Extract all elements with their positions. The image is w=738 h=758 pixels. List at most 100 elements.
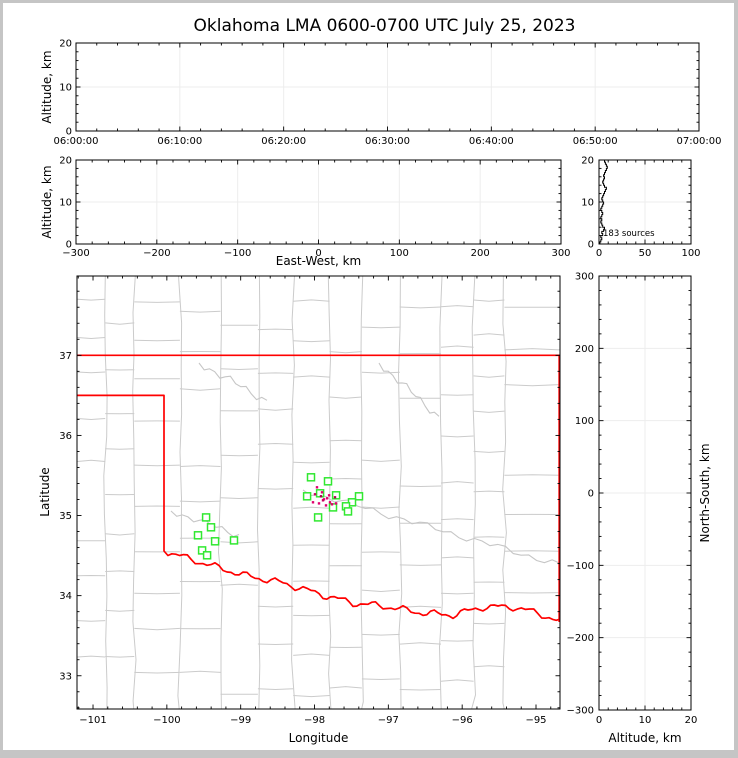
station-marker [343,507,353,516]
source-point [315,486,319,489]
tick-label: −300 [62,248,89,259]
ew-panel-xlabel: East-West, km [275,254,362,268]
station-marker [201,513,211,522]
source-point [319,495,323,498]
plan-view-map-panel [76,275,561,710]
tick-label: −97 [378,715,399,726]
lma-stations [193,473,364,560]
source-point [311,501,315,504]
oklahoma-panhandle-and-red-river-border [77,394,560,622]
tick-label: −98 [304,715,325,726]
tick-label: 300 [551,248,570,259]
tick-label: 100 [390,248,409,259]
tick-label: 06:50:00 [573,136,618,147]
plot-canvas: 06:00:00 06:10:00 06:20:00 06:30:00 06:40:00… [54,39,722,727]
tick-label: 50 [639,248,652,259]
ew-panel-ylabel: Altitude, km [40,165,54,239]
y-ticks [77,290,560,709]
tick-label: −100 [153,715,180,726]
tick-label: 20 [581,156,594,167]
tick-label: 10 [59,198,72,209]
tick-label: −200 [567,633,594,644]
tick-label: −95 [525,715,546,726]
station-marker [210,537,220,546]
tick-label: 10 [59,83,72,94]
map-ylabel: Latitude [38,467,52,517]
station-marker [306,473,316,482]
tick-label: −300 [567,706,594,717]
tick-label: 0 [66,240,72,251]
time-panel-grid [76,43,699,131]
tick-label: 06:40:00 [469,136,514,147]
ns-panel-xlabel: Altitude, km [608,731,682,745]
tick-label: 06:20:00 [261,136,306,147]
tick-label: 06:30:00 [365,136,410,147]
station-marker [197,546,207,555]
tick-label: 0 [315,248,321,259]
tick-label: 0 [588,489,594,500]
tick-label: −99 [230,715,251,726]
station-marker [354,492,364,501]
state-boundary [77,354,560,622]
ns-panel-right-label: North-South, km [698,443,712,543]
tick-label: 20 [685,715,698,726]
source-point [327,494,331,497]
source-point [333,496,337,499]
tick-label: 200 [575,344,594,355]
map-layers [77,276,560,709]
figure-title: Oklahoma LMA 0600-0700 UTC July 25, 2023 [193,16,576,36]
station-marker [202,551,212,560]
tick-label: −200 [143,248,170,259]
tick-label: 37 [59,351,72,362]
source-point [320,491,324,494]
tick-label: 100 [681,248,700,259]
histogram-panel [598,159,692,245]
map-xlabel: Longitude [288,731,349,745]
source-point [313,493,317,496]
station-marker [331,491,341,500]
station-marker [193,531,203,540]
source-point [328,501,332,504]
source-point [321,499,325,502]
source-point [330,503,334,506]
station-marker [302,492,312,501]
tick-label: −100 [567,561,594,572]
tick-label: 34 [59,591,72,602]
station-marker [323,477,333,486]
source-point [317,502,321,505]
tick-label: 36 [59,431,72,442]
time-altitude-panel [75,42,700,132]
tick-label: 200 [471,248,490,259]
station-marker [206,523,216,532]
tick-label: 300 [575,272,594,283]
histogram-grid [599,160,691,244]
lightning-sources [311,486,338,507]
tick-label: 20 [59,156,72,167]
river-lines [170,362,560,564]
altitude-northsouth-panel [598,275,692,711]
tick-label: −101 [79,715,106,726]
tick-label: 100 [575,416,594,427]
tick-label: 06:10:00 [157,136,202,147]
histogram-annotation: 183 sources [603,229,655,239]
county-lines [77,276,560,709]
source-point [324,504,328,507]
time-panel-ylabel: Altitude, km [40,50,54,124]
tick-label: 0 [596,248,602,259]
source-point [334,502,338,505]
tick-label: 35 [59,511,72,522]
station-marker [313,513,323,522]
tick-label: 0 [66,127,72,138]
tick-label: −100 [224,248,251,259]
tick-label: 0 [596,715,602,726]
tick-label: 33 [59,671,72,682]
tick-label: 0 [588,240,594,251]
station-marker [229,536,239,545]
ns-panel-grid [599,276,691,710]
source-point [325,497,329,500]
x-ticks [92,276,537,709]
tick-label: 10 [581,198,594,209]
tick-label: 06:00:00 [54,136,99,147]
ew-panel-grid [76,160,561,244]
